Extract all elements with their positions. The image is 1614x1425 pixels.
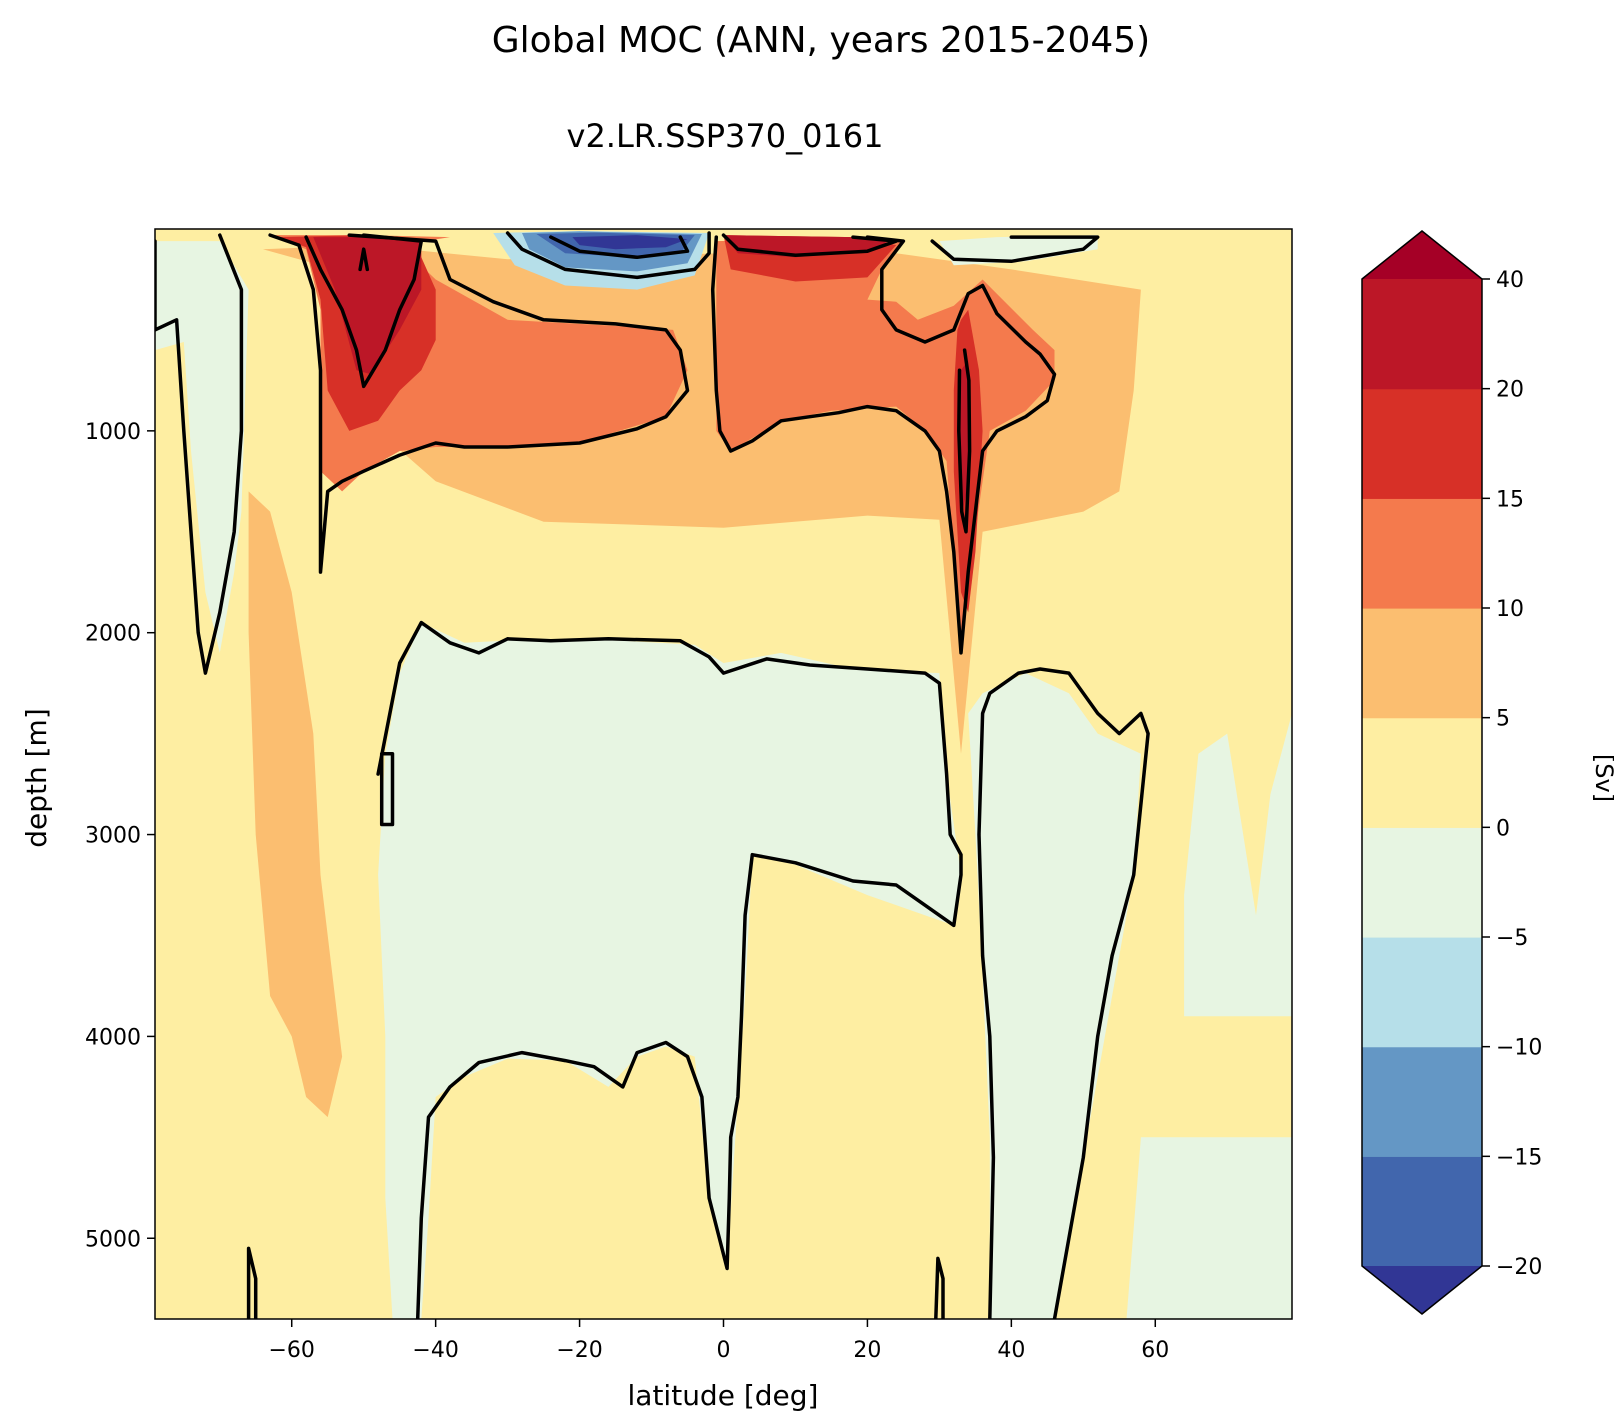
contour-line-12 [934, 1256, 945, 1319]
x-axis: −60 −40 −20 0 20 40 60 [269, 1319, 1169, 1363]
y-axis: 1000 2000 3000 4000 5000 [85, 420, 155, 1252]
colorbar-segment [1362, 827, 1482, 938]
contour-fill-region-11 [155, 241, 249, 653]
x-tick-label: −60 [269, 1338, 315, 1363]
chart-title: Global MOC (ANN, years 2015-2045) [492, 20, 1150, 61]
contour-line-10 [930, 235, 1100, 264]
colorbar-tick-label: −20 [1496, 1255, 1542, 1280]
x-tick-label: 0 [717, 1338, 731, 1363]
colorbar-tick-label: 0 [1496, 816, 1510, 841]
colorbar-tick-label: 5 [1496, 707, 1510, 732]
x-tick-label: 60 [1141, 1338, 1169, 1363]
contour-fill-region-12 [378, 622, 962, 1319]
colorbar-tick-label: 40 [1496, 268, 1524, 293]
x-tick-label: 20 [853, 1338, 881, 1363]
x-tick-label: −20 [556, 1338, 602, 1363]
contour-line-9 [549, 235, 690, 260]
y-tick-label: 1000 [85, 420, 141, 445]
contour-line-14 [379, 752, 395, 827]
contour-line-8 [505, 231, 711, 280]
colorbar-tick-label: −5 [1496, 926, 1528, 951]
contour-line-6 [721, 233, 898, 257]
colorbar-label: [Sv] [1590, 754, 1614, 802]
y-tick-label: 2000 [85, 622, 141, 647]
contour-fill-region-16 [1126, 1137, 1292, 1319]
colorbar-segment [1362, 279, 1482, 390]
colorbar: −20 −15 −10 −5 0 5 10 15 20 40 [1361, 230, 1542, 1315]
colorbar-segment [1362, 608, 1482, 719]
contour-line-13 [358, 247, 370, 272]
x-tick-label: −40 [412, 1338, 458, 1363]
colorbar-tick-label: 10 [1496, 597, 1524, 622]
colorbar-over-triangle [1362, 231, 1482, 279]
colorbar-under-triangle [1362, 1266, 1482, 1314]
colorbar-segment [1362, 1046, 1482, 1157]
colorbar-segment [1362, 937, 1482, 1048]
colorbar-tick-label: 15 [1496, 487, 1524, 512]
contour-line-3 [268, 233, 690, 574]
x-tick-label: 40 [997, 1338, 1025, 1363]
contour-fill-region-8 [313, 237, 422, 375]
plot-area [154, 228, 1293, 1320]
contour-line-0 [155, 233, 244, 675]
colorbar-tick-label: −10 [1496, 1036, 1542, 1061]
colorbar-segment [1362, 717, 1482, 828]
colorbar-segment [1362, 388, 1482, 499]
y-tick-label: 3000 [85, 824, 141, 849]
contour-line-2 [977, 667, 1150, 1319]
y-axis-label: depth [m] [20, 708, 53, 848]
contour-lines [155, 231, 1150, 1319]
colorbar-tick-label: −15 [1496, 1145, 1542, 1170]
x-axis-label: latitude [deg] [628, 1379, 819, 1412]
contour-line-5 [304, 233, 424, 389]
contour-fill-region-14 [939, 235, 1098, 266]
colorbar-segment [1362, 1156, 1482, 1267]
contour-line-7 [957, 348, 972, 534]
contour-line-4 [710, 235, 1057, 655]
colorbar-segment [1362, 498, 1482, 609]
y-tick-label: 5000 [85, 1227, 141, 1252]
contour-fill-region-20 [572, 235, 688, 250]
y-tick-label: 4000 [85, 1025, 141, 1050]
colorbar-tick-label: 20 [1496, 378, 1524, 403]
contour-fill-region-15 [1184, 713, 1292, 1017]
chart-subtitle: v2.LR.SSP370_0161 [567, 117, 884, 155]
filled-contours [155, 229, 1292, 1319]
contour-line-1 [376, 620, 963, 1319]
contour-fill-region-2 [248, 491, 343, 1118]
contour-fill-region-13 [968, 673, 1141, 1319]
contour-line-11 [246, 1246, 258, 1319]
